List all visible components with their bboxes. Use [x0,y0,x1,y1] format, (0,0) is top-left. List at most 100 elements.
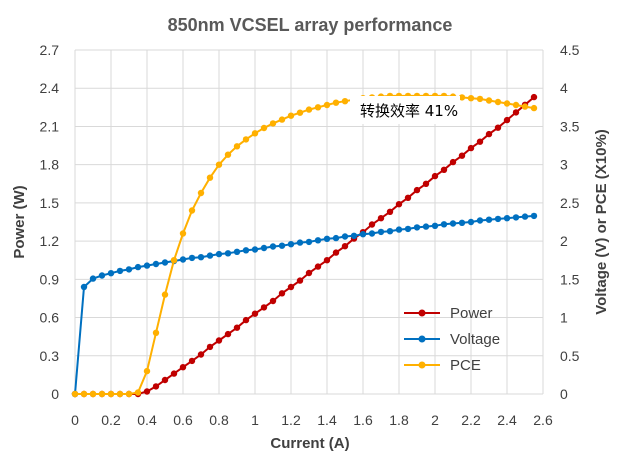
data-point-voltage [125,266,133,273]
data-point-power [341,243,349,250]
x-tick-label: 2.4 [497,412,517,428]
data-point-voltage [305,238,313,246]
data-point-power [206,343,214,351]
y-tick-label: 0.6 [40,310,60,326]
data-point-power [179,364,187,371]
y2-tick-label: 1.5 [560,271,580,287]
data-point-power [143,388,151,395]
x-tick-label: 0.6 [173,412,193,428]
data-point-power [440,166,448,173]
data-point-pce [224,151,232,158]
series-line-voltage [74,214,535,395]
data-point-pce [323,101,331,109]
y2-axis-label: Voltage (V) or PCE (X10%) [593,129,610,315]
data-point-voltage [413,224,421,231]
data-point-pce [530,104,538,112]
data-point-power [305,269,313,277]
data-point-power [170,370,178,377]
annotation-background [350,96,460,124]
data-point-pce [296,109,304,116]
data-point-power [296,277,304,284]
data-point-pce [71,390,79,398]
data-point-voltage [458,219,466,226]
y2-tick-label: 4.5 [560,42,580,58]
data-point-voltage [467,218,475,226]
data-point-pce [188,207,196,214]
data-point-pce [179,230,187,237]
data-point-power [431,172,439,180]
data-point-voltage [323,235,331,242]
data-point-voltage [512,214,520,221]
data-point-pce [278,116,286,123]
data-point-power [287,283,295,291]
tick-labels: 0 0.3 0.6 0.9 1.2 1.5 1.8 2.1 2.4 2.7 0 0.5 1 1.5 2 2.5… [40,42,580,428]
x-tick-label: 1 [251,412,259,428]
data-point-pce [476,95,484,103]
y-tick-label: 0 [51,386,59,402]
data-point-voltage [476,217,484,224]
x-tick-label: 2 [431,412,439,428]
data-point-pce [107,390,115,398]
data-point-power [224,330,232,338]
data-point-voltage [395,226,403,233]
data-point-power [413,186,421,194]
data-point-voltage [98,272,106,279]
grid [74,49,544,395]
data-point-voltage [278,242,286,249]
data-point-power [197,351,205,358]
data-point-power [467,144,475,152]
data-point-voltage [188,254,196,262]
data-point-power [404,194,412,201]
data-point-voltage [269,243,277,250]
data-point-voltage [530,212,538,220]
data-point-pce [152,329,160,336]
data-point-power [503,116,511,124]
data-point-pce [215,161,223,168]
data-point-voltage [431,222,439,229]
data-point-voltage [152,260,160,268]
data-point-pce [287,112,295,119]
series-line-power [75,96,535,395]
data-point-voltage [206,252,214,259]
data-point-voltage [314,237,322,244]
data-point-voltage [521,213,529,220]
data-point-voltage [251,246,259,253]
data-point-pce [197,189,205,197]
data-point-voltage [503,215,511,222]
data-point-pce [521,103,529,110]
legend-marker-power [418,309,426,317]
data-point-power [494,124,502,131]
data-point-pce [125,390,133,398]
legend-label-pce: PCE [450,357,481,374]
data-point-voltage [80,283,88,291]
data-point-pce [161,291,169,298]
data-point-power [512,109,520,116]
data-point-pce [485,97,493,104]
data-point-pce [134,389,142,396]
data-point-voltage [440,221,448,228]
data-point-voltage [404,225,412,233]
data-point-power [215,337,223,344]
data-point-pce [260,124,268,132]
annotation-text: 转换效率 41% [360,102,458,120]
data-point-power [314,263,322,270]
data-point-pce [458,94,466,101]
data-point-power [377,215,385,222]
data-point-pce [494,98,502,106]
y-axis-label: Power (W) [11,185,28,258]
x-tick-label: 1.2 [281,412,301,428]
data-point-voltage [449,220,457,227]
data-point-voltage [197,254,205,261]
data-point-voltage [422,223,430,230]
series-voltage [71,212,538,398]
data-point-power [269,297,277,305]
y2-tick-label: 0.5 [560,348,580,364]
x-tick-label: 1.8 [389,412,409,428]
y-tick-label: 2.4 [40,80,60,96]
x-axis-label: Current (A) [270,435,349,452]
data-point-pce [116,390,124,398]
x-tick-label: 1.4 [317,412,337,428]
data-point-power [260,304,268,311]
y-tick-label: 1.5 [40,195,60,211]
data-point-power [278,290,286,297]
